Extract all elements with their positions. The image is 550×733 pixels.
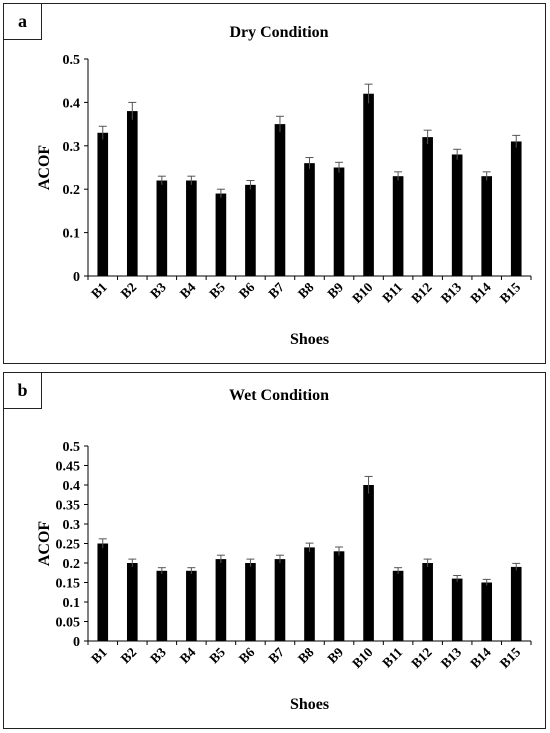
- bar: [510, 141, 522, 276]
- x-tick-label: B5: [206, 644, 228, 666]
- y-tick-label: 0: [73, 635, 80, 650]
- y-tick-label: 0.15: [56, 577, 81, 592]
- x-tick-label: B9: [324, 644, 346, 666]
- x-tick-label: B8: [295, 279, 317, 301]
- chart-panel-wet: b Wet Condition ACOF Shoes 0 0.05 0.1 0.15 0.2 0…: [3, 372, 546, 729]
- bar: [97, 543, 109, 641]
- bar: [186, 570, 197, 641]
- y-tick-label: 0.05: [56, 616, 81, 631]
- x-axis-title: Shoes: [290, 331, 329, 348]
- chart-panel-dry: a Dry Condition ACOF Shoes 0 0.1 0.2 0.3 0.4 0.5…: [3, 3, 546, 364]
- x-tick-label: B2: [118, 279, 140, 301]
- x-tick-label: B11: [379, 279, 405, 305]
- bar: [392, 570, 404, 641]
- x-tick-label: B4: [177, 644, 199, 666]
- bar: [510, 566, 522, 641]
- bar: [215, 193, 227, 276]
- bar: [451, 578, 463, 641]
- x-tick-label: B12: [408, 644, 435, 671]
- x-tick-label: B6: [236, 644, 258, 666]
- y-tick-label: 0.2: [63, 183, 81, 198]
- panel-label: a: [4, 4, 42, 40]
- bar: [156, 570, 168, 641]
- x-tick-label: B3: [147, 279, 169, 301]
- x-axis-title: Shoes: [290, 696, 329, 713]
- chart-title: Wet Condition: [229, 387, 329, 404]
- x-tick-label: B8: [295, 644, 317, 666]
- x-tick-label: B2: [118, 644, 140, 666]
- bar: [422, 137, 433, 276]
- bar: [304, 547, 315, 641]
- bar: [245, 563, 256, 641]
- x-tick-label: B9: [324, 279, 346, 301]
- bar: [156, 180, 168, 276]
- chart-wet-condition: Wet Condition ACOF Shoes 0 0.05 0.1 0.15 0.2 0.2…: [36, 387, 532, 713]
- panel-label: b: [4, 373, 42, 409]
- y-tick-label: 0.2: [63, 557, 81, 572]
- bar: [481, 582, 493, 641]
- x-tick-label: B13: [438, 644, 465, 671]
- bar: [274, 559, 286, 641]
- x-tick-label: B1: [88, 644, 110, 666]
- x-tick-label: B6: [236, 279, 258, 301]
- y-tick-label: 0: [73, 270, 80, 285]
- bar: [333, 551, 345, 641]
- x-tick-label: B1: [88, 279, 110, 301]
- bar: [363, 485, 374, 641]
- y-tick-label: 0.4: [63, 479, 81, 494]
- y-tick-label: 0.5: [63, 53, 81, 68]
- y-tick-label: 0.3: [63, 518, 81, 533]
- bar: [126, 563, 138, 641]
- y-axis-title: ACOF: [36, 521, 53, 567]
- bar: [215, 559, 227, 641]
- x-tick-label: B14: [467, 279, 494, 306]
- bar: [422, 563, 433, 641]
- y-tick-label: 0.1: [63, 227, 81, 242]
- bar: [451, 154, 463, 276]
- y-tick-label: 0.1: [63, 596, 81, 611]
- y-tick-label: 0.25: [56, 538, 81, 553]
- x-tick-label: B10: [349, 644, 376, 671]
- bar: [245, 184, 256, 276]
- y-tick-label: 0.5: [63, 440, 81, 455]
- chart-dry-condition: Dry Condition ACOF Shoes 0 0.1 0.2 0.3 0.4 0.5 B1…: [36, 24, 532, 348]
- bar: [304, 163, 315, 276]
- bar: [392, 176, 404, 276]
- bar: [274, 124, 286, 276]
- x-tick-label: B15: [497, 279, 524, 306]
- x-tick-label: B11: [379, 644, 405, 670]
- x-tick-label: B14: [467, 644, 494, 671]
- x-tick-label: B3: [147, 644, 169, 666]
- bar: [97, 132, 109, 276]
- x-tick-label: B4: [177, 279, 199, 301]
- x-tick-label: B12: [408, 279, 435, 306]
- y-tick-label: 0.45: [56, 460, 81, 475]
- y-tick-label: 0.3: [63, 140, 81, 155]
- x-tick-label: B7: [265, 644, 287, 666]
- y-tick-label: 0.4: [63, 96, 81, 111]
- bar: [481, 176, 493, 276]
- bar: [333, 167, 345, 276]
- bar: [126, 111, 138, 276]
- y-axis-title: ACOF: [36, 145, 53, 191]
- x-tick-label: B7: [265, 279, 287, 301]
- bar: [186, 180, 197, 276]
- y-tick-label: 0.35: [56, 499, 81, 514]
- x-tick-label: B13: [438, 279, 465, 306]
- x-tick-label: B15: [497, 644, 524, 671]
- x-tick-label: B5: [206, 279, 228, 301]
- x-tick-label: B10: [349, 279, 376, 306]
- bar: [363, 93, 374, 276]
- chart-title: Dry Condition: [229, 24, 328, 41]
